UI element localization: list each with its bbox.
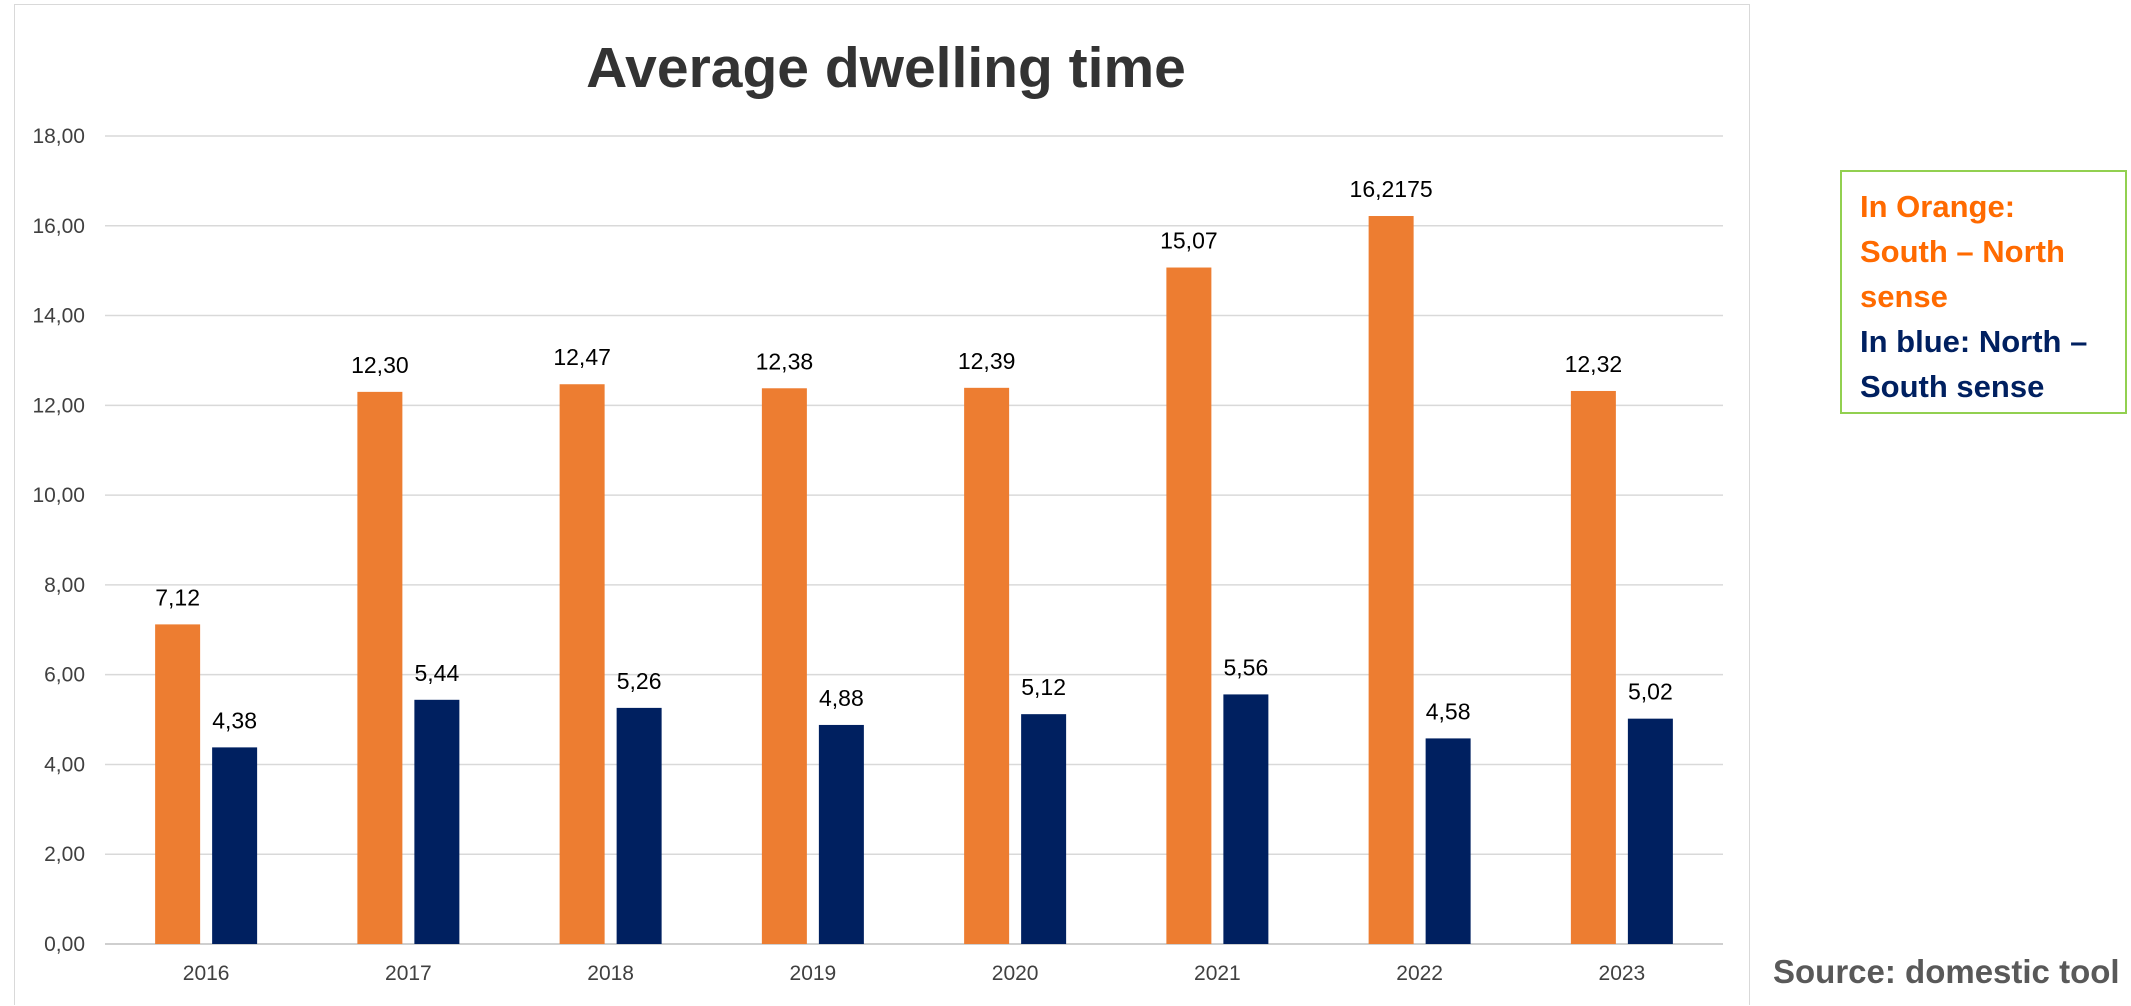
y-tick-label: 10,00 [32,484,85,507]
data-label: 12,38 [756,348,814,374]
bar-orange [559,384,605,944]
y-tick-label: 16,00 [32,215,85,238]
bars [155,216,1673,945]
y-tick-label: 12,00 [32,394,85,417]
data-label: 4,88 [819,685,864,711]
bar-blue [1021,714,1067,944]
bar-blue [414,699,460,944]
bar-orange [155,624,201,944]
data-label: 5,12 [1021,674,1066,700]
y-tick-label: 6,00 [44,664,85,687]
x-tick-label: 2020 [992,962,1039,985]
bar-orange [761,388,807,945]
data-label: 5,02 [1628,679,1673,705]
chart-area: Average dwelling time 7,12 4,38 12,30 5,44 1… [14,4,1750,1005]
bar-blue [1627,718,1673,944]
x-tick-label: 2023 [1599,962,1646,985]
data-label: 12,30 [351,352,409,378]
x-tick-label: 2016 [183,962,230,985]
bar-blue [212,747,258,944]
data-label: 12,47 [553,344,611,370]
data-label: 4,58 [1426,698,1471,724]
gridlines [105,135,1723,945]
data-label: 12,39 [958,348,1016,374]
axes: 0,00 2,00 4,00 6,00 8,00 10,00 12,00 14,00 16,00… [32,125,1645,985]
bar-chart: Average dwelling time 7,12 4,38 12,30 5,44 1… [32,36,1723,985]
data-label: 15,07 [1160,228,1218,254]
source-note: Source: domestic tool [1773,953,2120,990]
data-label: 5,56 [1223,654,1268,680]
data-label: 4,38 [212,707,257,733]
bar-orange [964,387,1010,944]
data-label: 7,12 [155,584,200,610]
y-tick-label: 2,00 [44,843,85,866]
y-tick-label: 4,00 [44,753,85,776]
bar-blue [818,724,864,944]
bar-orange [1570,390,1616,945]
bar-orange [357,391,403,944]
legend-note-box: In Orange: South – North sense In blue: … [1840,170,2127,414]
bar-orange [1166,267,1212,945]
x-tick-label: 2017 [385,962,432,985]
data-label: 16,2175 [1350,176,1433,202]
data-label: 5,26 [617,668,662,694]
x-tick-label: 2022 [1396,962,1443,985]
data-label: 5,44 [414,660,459,686]
bar-blue [616,707,662,944]
legend-orange-text: In Orange: South – North sense [1860,189,2065,314]
x-tick-label: 2021 [1194,962,1241,985]
data-label: 12,32 [1565,351,1623,377]
y-tick-label: 8,00 [44,574,85,597]
y-tick-label: 14,00 [32,305,85,328]
bar-orange [1368,216,1414,944]
data-labels: 7,12 4,38 12,30 5,44 12,47 5,26 12,38 4,88 12,39… [155,176,1673,733]
y-tick-label: 0,00 [44,933,85,956]
y-tick-label: 18,00 [32,125,85,148]
x-tick-label: 2019 [790,962,837,985]
bar-blue [1425,738,1471,944]
bar-blue [1223,694,1269,944]
chart-title: Average dwelling time [586,36,1186,100]
x-tick-label: 2018 [587,962,634,985]
legend-blue-text: In blue: North – South sense [1860,324,2088,404]
